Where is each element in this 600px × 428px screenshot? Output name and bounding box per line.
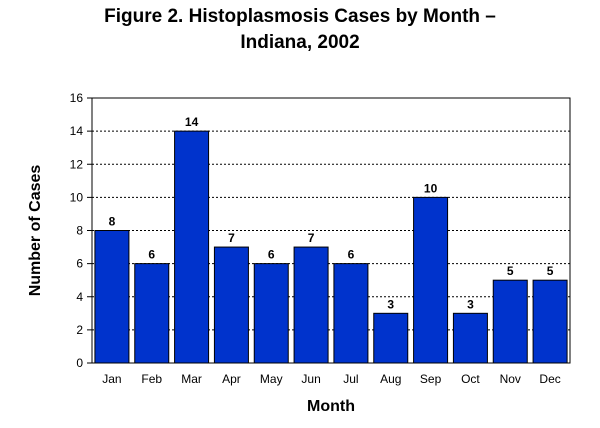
- y-tick-label-0: 0: [76, 356, 83, 370]
- data-label-jan: 8: [109, 215, 116, 229]
- x-tick-label-feb: Feb: [141, 372, 162, 386]
- x-tick-label-nov: Nov: [500, 372, 521, 386]
- data-label-dec: 5: [547, 264, 554, 278]
- bar-jan: [94, 230, 130, 364]
- x-tick-label-sep: Sep: [420, 372, 442, 386]
- data-label-aug: 3: [387, 297, 394, 311]
- bar-may: [253, 263, 289, 364]
- y-tick-label-6: 6: [76, 257, 83, 271]
- x-tick-label-jul: Jul: [343, 372, 358, 386]
- bar-apr: [213, 246, 249, 364]
- y-tick-label-16: 16: [70, 91, 84, 105]
- bar-jun: [293, 246, 329, 364]
- bars: [94, 130, 568, 364]
- chart-title-line-2: Indiana, 2002: [240, 32, 360, 53]
- data-label-oct: 3: [467, 297, 474, 311]
- x-tick-label-mar: Mar: [181, 372, 202, 386]
- x-tick-label-oct: Oct: [461, 372, 480, 386]
- data-label-jun: 7: [308, 231, 315, 245]
- y-axis-ticks: 0 2 4 6 8 10 12 14 16: [70, 91, 92, 370]
- data-labels: 8 6 14 7 6 7 6 3 10 3 5 5: [109, 115, 554, 311]
- y-tick-label-2: 2: [76, 323, 83, 337]
- x-tick-label-apr: Apr: [222, 372, 241, 386]
- x-tick-label-may: May: [260, 372, 283, 386]
- data-label-mar: 14: [185, 115, 199, 129]
- y-tick-label-4: 4: [76, 290, 83, 304]
- bar-mar: [174, 130, 210, 364]
- data-label-apr: 7: [228, 231, 235, 245]
- y-tick-label-12: 12: [70, 157, 84, 171]
- x-axis-title: Month: [307, 398, 355, 415]
- x-tick-label-jun: Jun: [301, 372, 320, 386]
- x-axis-ticks: Jan Feb Mar Apr May Jun Jul Aug Sep Oct Nov Dec: [102, 372, 561, 386]
- data-label-sep: 10: [424, 181, 438, 195]
- data-label-feb: 6: [148, 248, 155, 262]
- data-label-may: 6: [268, 248, 275, 262]
- data-label-jul: 6: [348, 248, 355, 262]
- bar-feb: [134, 263, 170, 364]
- y-axis-title: Number of Cases: [27, 165, 44, 297]
- bar-sep: [413, 196, 449, 364]
- y-tick-label-10: 10: [70, 190, 84, 204]
- bar-aug: [373, 312, 409, 364]
- x-tick-label-dec: Dec: [539, 372, 560, 386]
- data-label-nov: 5: [507, 264, 514, 278]
- x-tick-label-jan: Jan: [102, 372, 121, 386]
- y-tick-label-8: 8: [76, 224, 83, 238]
- x-tick-label-aug: Aug: [380, 372, 401, 386]
- chart-title: Figure 2. Histoplasmosis Cases by Month …: [0, 4, 600, 56]
- y-tick-label-14: 14: [70, 124, 84, 138]
- bar-oct: [452, 312, 488, 364]
- bar-nov: [492, 279, 528, 364]
- bar-dec: [532, 279, 568, 364]
- bar-jul: [333, 263, 369, 364]
- chart-title-line-1: Figure 2. Histoplasmosis Cases by Month …: [104, 6, 496, 27]
